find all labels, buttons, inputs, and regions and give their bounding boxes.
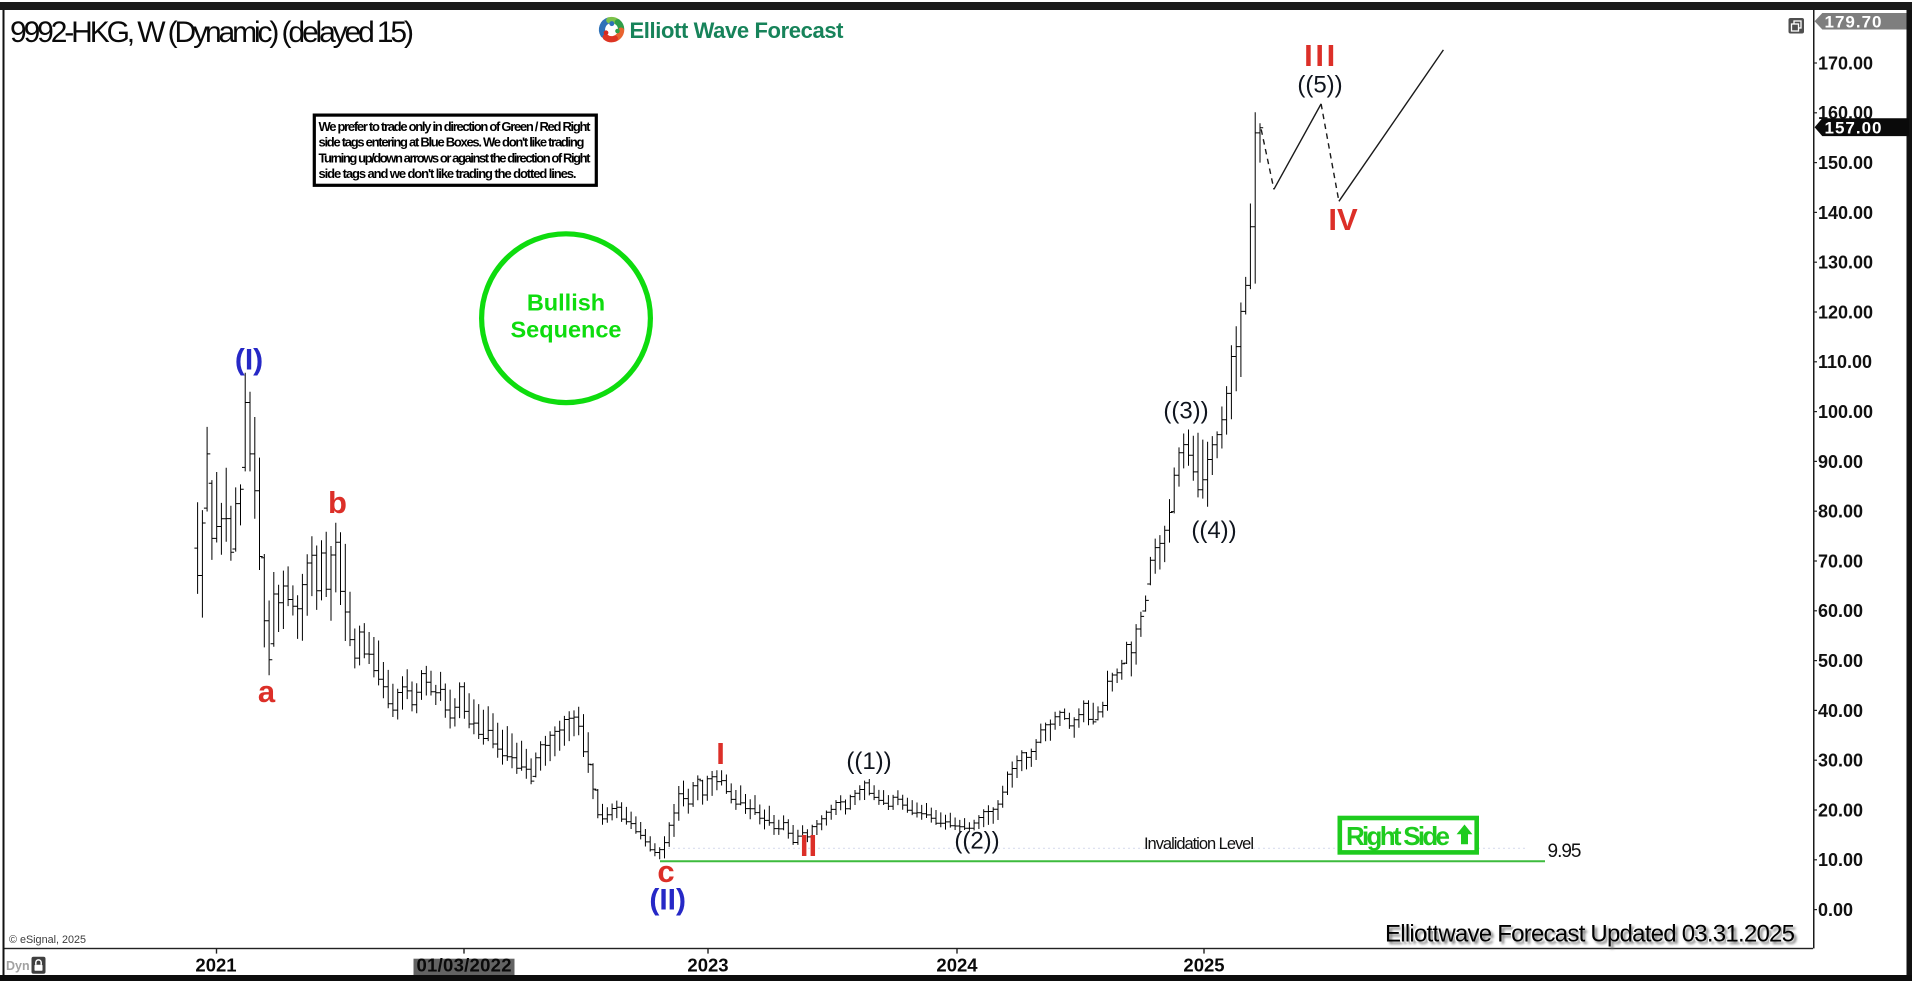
svg-text:0.00: 0.00: [1818, 900, 1853, 920]
svg-text:70.00: 70.00: [1818, 551, 1863, 571]
svg-text:60.00: 60.00: [1818, 601, 1863, 621]
svg-text:Sequence: Sequence: [510, 317, 621, 343]
svg-text:Turning up/down arrows or agai: Turning up/down arrows or against the di…: [319, 150, 592, 165]
svg-text:9.95: 9.95: [1548, 841, 1582, 862]
svg-text:2021: 2021: [195, 955, 236, 976]
svg-text:150.00: 150.00: [1818, 153, 1873, 173]
svg-text:b: b: [328, 485, 347, 520]
svg-text:(I): (I): [235, 343, 263, 376]
svg-text:((4)): ((4)): [1191, 517, 1236, 544]
svg-text:01/03/2022: 01/03/2022: [417, 955, 512, 976]
svg-text:Dyn: Dyn: [6, 959, 30, 973]
svg-text:20.00: 20.00: [1818, 800, 1863, 820]
svg-text:120.00: 120.00: [1818, 302, 1873, 322]
svg-text:Invalidation Level: Invalidation Level: [1144, 835, 1254, 853]
svg-text:2025: 2025: [1183, 955, 1224, 976]
svg-text:80.00: 80.00: [1818, 502, 1863, 522]
svg-text:157.00: 157.00: [1825, 118, 1882, 137]
svg-text:2024: 2024: [936, 955, 978, 976]
svg-text:III: III: [1304, 38, 1338, 73]
svg-text:c: c: [657, 854, 674, 889]
svg-text:179.70: 179.70: [1825, 12, 1882, 31]
svg-text:side tags entering at Blue Box: side tags entering at Blue Boxes. We don…: [319, 135, 585, 150]
svg-text:We prefer to trade only in dir: We prefer to trade only in direction of …: [319, 119, 592, 134]
svg-text:(II): (II): [649, 884, 686, 917]
svg-text:170.00: 170.00: [1818, 53, 1873, 73]
svg-text:Bullish: Bullish: [527, 290, 605, 316]
svg-text:90.00: 90.00: [1818, 452, 1863, 472]
svg-text:II: II: [800, 828, 817, 863]
svg-text:a: a: [258, 674, 276, 709]
svg-text:((5)): ((5)): [1297, 72, 1342, 99]
svg-text:50.00: 50.00: [1818, 651, 1863, 671]
svg-text:I: I: [716, 736, 725, 771]
svg-text:((2)): ((2)): [954, 828, 999, 855]
svg-text:2023: 2023: [687, 955, 728, 976]
svg-text:((3)): ((3)): [1163, 398, 1208, 425]
svg-text:100.00: 100.00: [1818, 402, 1873, 422]
svg-text:40.00: 40.00: [1818, 701, 1863, 721]
svg-text:IV: IV: [1328, 202, 1358, 237]
svg-text:Elliott Wave Forecast: Elliott Wave Forecast: [630, 18, 845, 43]
svg-text:((1)): ((1)): [846, 748, 891, 775]
svg-text:side tags and we don't like tr: side tags and we don't like trading the …: [319, 166, 577, 181]
svg-text:110.00: 110.00: [1818, 352, 1872, 372]
svg-text:30.00: 30.00: [1818, 751, 1863, 771]
svg-text:© eSignal, 2025: © eSignal, 2025: [9, 934, 86, 946]
svg-text:140.00: 140.00: [1818, 203, 1873, 223]
svg-text:9992-HKG, W (Dynamic) (delayed: 9992-HKG, W (Dynamic) (delayed 15): [10, 16, 414, 49]
svg-text:Right Side: Right Side: [1346, 821, 1450, 851]
svg-text:Elliottwave Forecast Updated 0: Elliottwave Forecast Updated 03.31.2025: [1385, 921, 1795, 948]
svg-text:130.00: 130.00: [1818, 253, 1873, 273]
svg-text:10.00: 10.00: [1818, 850, 1863, 870]
